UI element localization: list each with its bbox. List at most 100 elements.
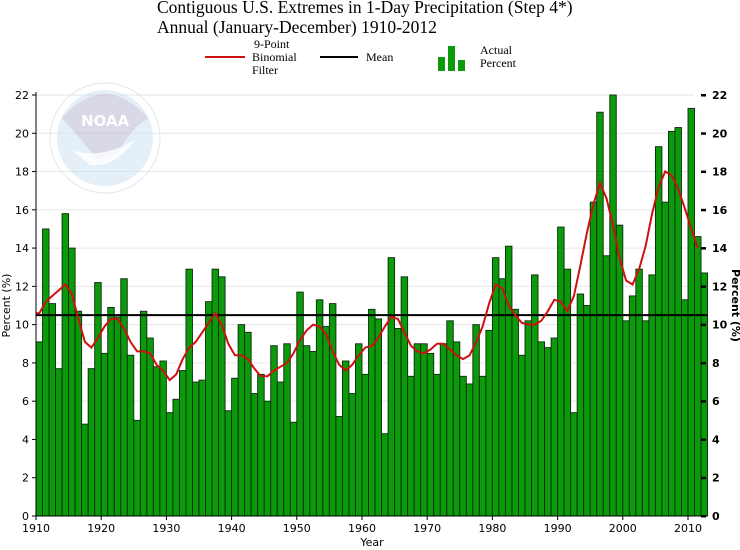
y-tick-left: 14 — [15, 242, 29, 255]
bar-1968 — [413, 343, 422, 517]
x-tick: 1950 — [283, 522, 311, 535]
x-tick: 1940 — [218, 522, 246, 535]
bar-1967 — [407, 375, 415, 517]
x-tick: 1980 — [478, 522, 506, 535]
y-tick-right: 14 — [712, 242, 728, 255]
legend-actual-label-line-1: Actual — [480, 43, 512, 57]
y-tick-right: 8 — [712, 357, 720, 370]
bar-1993 — [576, 293, 585, 517]
bar-2010 — [687, 107, 695, 517]
bar-1989 — [550, 337, 559, 517]
y-tick-right: 16 — [712, 204, 728, 217]
bar-1948 — [283, 343, 291, 517]
bar-1925 — [133, 419, 141, 517]
bar-1919 — [94, 282, 102, 517]
filter-line — [36, 170, 699, 382]
bar-1970 — [426, 352, 435, 517]
bar-2006 — [661, 201, 669, 517]
bar-1994 — [583, 305, 591, 517]
bar-1931 — [172, 398, 180, 517]
bar-2002 — [635, 268, 643, 517]
x-axis-label: Year — [359, 536, 384, 549]
bar-1912 — [48, 303, 57, 517]
bar-1960 — [361, 373, 369, 517]
y-tick-right: 2 — [712, 472, 720, 485]
bar-1974 — [452, 341, 461, 517]
bar-1951 — [302, 345, 311, 517]
bar-1977 — [472, 324, 480, 517]
y-tick-right: 4 — [712, 433, 720, 446]
bar-1915 — [68, 247, 76, 517]
x-tick: 1930 — [152, 522, 180, 535]
x-tick: 1910 — [22, 522, 50, 535]
legend-filter-swatch — [205, 56, 245, 58]
bar-1963 — [381, 433, 389, 517]
y-tick-left: 6 — [22, 395, 29, 408]
bar-1945 — [263, 400, 272, 517]
y-axis-label-right: Percent (%) — [729, 269, 740, 342]
bar-1979 — [485, 329, 493, 517]
legend-filter-label-line-2: Binomial — [252, 50, 297, 64]
y-tick-left: 20 — [15, 127, 29, 140]
bar-1954 — [322, 326, 330, 517]
bar-1972 — [439, 343, 448, 517]
bar-1955 — [328, 303, 337, 517]
chart-title-line-1: Contiguous U.S. Extremes in 1-Day Precip… — [157, 0, 573, 17]
legend-actual-label-line-2: Percent — [480, 56, 516, 70]
bar-1961 — [368, 308, 376, 517]
noaa-watermark-text: NOAA — [81, 112, 130, 130]
bar-1932 — [178, 370, 187, 517]
bar-1983 — [511, 308, 519, 517]
bar-1934 — [192, 381, 200, 517]
legend-filter-label: 9-Point Binomial Filter — [252, 38, 297, 77]
bar-1920 — [100, 352, 109, 517]
bar-1917 — [81, 423, 89, 517]
y-tick-left: 10 — [15, 319, 29, 332]
bar-1914 — [61, 213, 70, 517]
y-axis-label-left: Percent (%) — [0, 274, 13, 338]
bar-1943 — [250, 393, 259, 517]
bar-1950 — [296, 291, 304, 517]
bar-2007 — [667, 130, 676, 517]
bar-1980 — [491, 257, 500, 517]
bar-1949 — [289, 421, 298, 517]
legend-filter-label-line-1: 9-Point — [254, 37, 290, 51]
y-tick-left: 8 — [22, 357, 29, 370]
bar-2009 — [681, 299, 689, 517]
bar-1971 — [433, 373, 441, 517]
y-tick-right: 20 — [712, 127, 728, 140]
legend-filter-label-line-3: Filter — [252, 63, 278, 77]
bar-1933 — [185, 268, 193, 517]
bar-1997 — [602, 255, 611, 517]
bar-1930 — [165, 412, 174, 517]
bar-1985 — [524, 320, 532, 517]
y-tick-left: 4 — [22, 433, 29, 446]
bar-1966 — [400, 276, 409, 517]
y-tick-left: 0 — [22, 510, 29, 523]
bar-1952 — [309, 350, 317, 517]
x-tick: 1920 — [87, 522, 115, 535]
bar-1988 — [544, 347, 552, 517]
bar-1998 — [609, 94, 617, 517]
bar-1944 — [257, 373, 265, 517]
bar-1959 — [355, 343, 363, 517]
bar-1928 — [152, 366, 161, 517]
bar-1956 — [335, 416, 343, 517]
bar-1916 — [74, 310, 83, 517]
bar-1986 — [531, 274, 539, 517]
bar-1926 — [139, 310, 148, 517]
bar-1990 — [557, 226, 565, 517]
bar-1927 — [146, 337, 154, 517]
y-tick-left: 2 — [22, 472, 29, 485]
y-tick-left: 22 — [15, 89, 29, 102]
y-tick-right: 0 — [712, 510, 720, 523]
chart-title-line-2: Annual (January-December) 1910-2012 — [157, 17, 437, 37]
bar-1992 — [570, 412, 578, 517]
bar-1982 — [504, 245, 513, 517]
bar-1921 — [107, 306, 115, 517]
bar-1975 — [459, 375, 467, 517]
y-tick-left: 18 — [15, 166, 29, 179]
bar-1969 — [420, 343, 428, 517]
